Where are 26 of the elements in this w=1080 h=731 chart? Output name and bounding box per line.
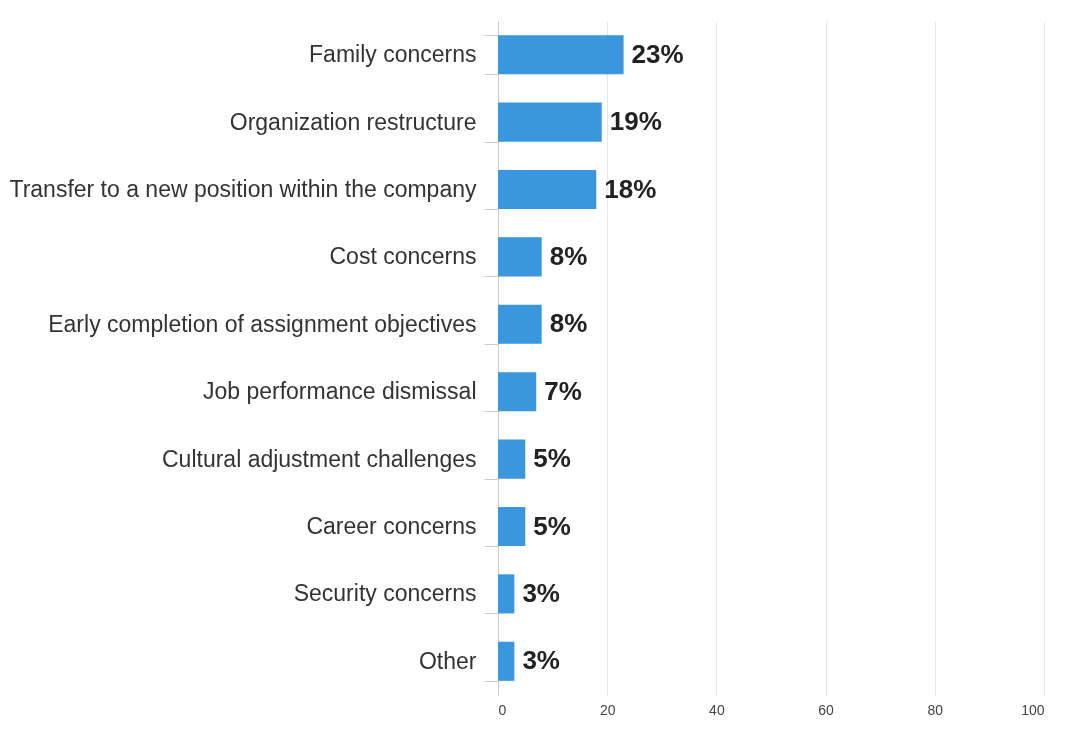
y-tick-label: Security concerns: [293, 580, 477, 607]
y-tick-label: Career concerns: [306, 513, 477, 539]
data-label: 7%: [544, 375, 582, 406]
y-tick-label: Early completion of assignment objectives: [48, 310, 477, 337]
data-label: 18%: [604, 173, 657, 204]
y-tick-label: Family concerns: [309, 41, 477, 68]
x-tick-label: 0: [498, 701, 507, 718]
y-tick-label: Transfer to a new position within the company: [9, 176, 477, 202]
data-label: 8%: [549, 240, 588, 271]
y-tick-label: Organization restructure: [229, 108, 477, 135]
data-label: 3%: [522, 577, 560, 608]
x-tick-label: 100: [1021, 701, 1045, 718]
data-label: 19%: [609, 106, 662, 137]
y-tick-label: Cultural adjustment challenges: [161, 445, 477, 472]
y-tick-label: Other: [418, 647, 477, 674]
x-tick-label: 80: [927, 701, 944, 718]
x-tick-label: 40: [709, 701, 725, 718]
data-label: 8%: [549, 308, 588, 339]
y-tick-label: Cost concerns: [329, 243, 477, 270]
data-label: 5%: [533, 443, 571, 474]
x-tick-label: 60: [818, 701, 835, 718]
x-tick-label: 20: [599, 701, 616, 718]
data-label: 23%: [631, 38, 684, 69]
data-label: 3%: [522, 645, 560, 676]
y-tick-label: Job performance dismissal: [202, 378, 477, 405]
data-label: 5%: [533, 510, 571, 541]
